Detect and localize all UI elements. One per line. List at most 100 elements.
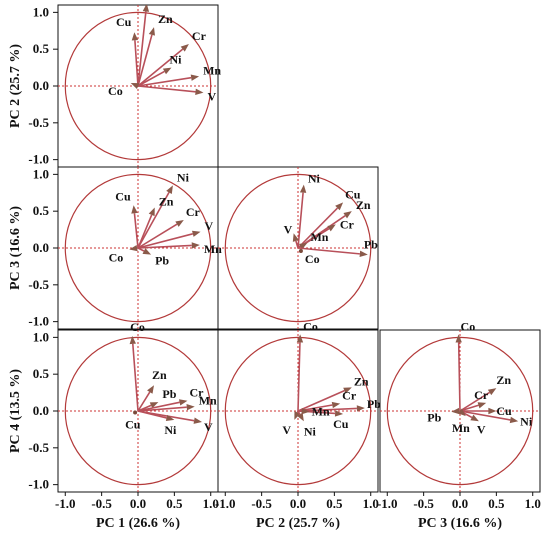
vector-label: V: [204, 420, 213, 434]
loading-vector-v: [292, 233, 299, 249]
vector-label: Mn: [203, 63, 221, 77]
vector-label: Cu: [125, 417, 141, 431]
vector-arrowhead: [131, 32, 139, 41]
loading-vector-ni: [137, 67, 172, 87]
vector-arrowhead: [129, 335, 136, 345]
x-tick-label: -1.0: [377, 496, 398, 511]
vector-arrowhead: [299, 184, 307, 193]
loading-vector-cr: [137, 399, 188, 412]
vector-shaft: [137, 391, 151, 412]
vector-arrowhead: [142, 248, 152, 255]
vector-arrowhead: [477, 402, 487, 409]
vector-shaft: [137, 85, 196, 93]
vector-shaft: [137, 214, 153, 249]
y-tick-label: -1.0: [28, 477, 49, 492]
vector-arrowhead: [457, 408, 466, 417]
x-tick-label: -0.5: [91, 496, 112, 511]
y-tick-label: 0.5: [33, 366, 50, 381]
y-tick-label: 0.5: [33, 41, 50, 56]
vector-arrowhead: [487, 388, 497, 396]
vector-label: Ni: [177, 170, 190, 184]
vector-arrowhead: [343, 211, 352, 219]
vector-arrowhead: [147, 385, 154, 394]
vector-arrowhead: [149, 402, 159, 409]
vector-label: Cr: [342, 389, 357, 403]
loading-vector-ni: [297, 184, 307, 249]
vector-shaft: [137, 76, 192, 87]
vector-shaft: [137, 192, 170, 249]
y-tick-label: -1.0: [28, 314, 49, 329]
vector-arrowhead: [191, 230, 201, 237]
loading-vector-co: [129, 335, 139, 412]
vector-label: Pb: [149, 0, 163, 3]
x-tick-label: 0.0: [290, 496, 306, 511]
vector-label: V: [282, 423, 291, 437]
vector-shaft: [297, 407, 357, 412]
loading-vector-pb: [137, 247, 152, 255]
vector-arrowhead: [162, 67, 172, 75]
loading-vector-zn: [137, 385, 154, 412]
panel-plot-area: [58, 5, 218, 167]
vector-label: Mn: [199, 394, 217, 408]
vector-label: Ni: [304, 424, 317, 438]
vector-label: Cr: [192, 29, 207, 43]
vector-label: Zn: [158, 12, 173, 26]
y-tick-label: 1.0: [33, 329, 49, 344]
vector-shaft: [137, 406, 187, 412]
vector-arrowhead: [359, 250, 368, 258]
loading-vector-co: [129, 244, 139, 252]
vector-label: Co: [305, 252, 320, 266]
vector-label: Ni: [169, 53, 182, 67]
vector-label: V: [284, 222, 293, 236]
panel-layer: PbCuZnCrNiMnVCoNiCuZnCrVMnPbCoNiCuZnCrVM…: [57, 0, 541, 493]
vector-shaft: [137, 34, 153, 87]
vector-shaft: [137, 233, 194, 249]
vector-shaft: [295, 240, 299, 249]
vector-arrowhead: [470, 414, 479, 422]
vector-arrowhead: [142, 5, 150, 12]
x-axis-label: PC 2 (25.7 %): [256, 516, 340, 531]
vector-arrowhead: [298, 242, 308, 250]
y-tick-label: 0.0: [33, 78, 49, 93]
loading-vector-co: [298, 248, 303, 253]
vector-shaft: [137, 48, 184, 87]
y-tick-label: -1.0: [28, 152, 49, 167]
y-tick-label: 1.0: [33, 166, 49, 181]
loading-vector-cu: [131, 32, 139, 87]
vector-label: Cr: [474, 388, 489, 402]
vector-point: [298, 248, 303, 253]
loading-vector-cu: [133, 410, 138, 415]
y-axis-label: PC 2 (25.7 %): [8, 44, 23, 128]
loading-vector-ni: [137, 185, 173, 249]
vector-label: Ni: [164, 423, 177, 437]
y-tick-label: -0.5: [28, 115, 49, 130]
vector-arrowhead: [180, 44, 189, 52]
vector-arrowhead: [191, 242, 200, 249]
loading-vector-co: [130, 83, 140, 90]
loading-vector-cr: [137, 220, 184, 249]
vector-shaft: [297, 389, 345, 412]
vector-label: V: [207, 90, 216, 104]
vector-label: Cr: [186, 205, 201, 219]
vector-label: Pb: [162, 387, 176, 401]
vector-label: V: [477, 422, 486, 436]
vector-label: Ni: [308, 172, 321, 186]
vector-shaft: [137, 223, 178, 249]
x-tick-label: 0.5: [326, 496, 343, 511]
loading-vector-pb: [137, 5, 150, 87]
loading-vector-mn: [137, 242, 200, 249]
loading-vector-co: [455, 334, 462, 412]
x-tick-label: -0.5: [251, 496, 272, 511]
vector-arrowhead: [193, 417, 202, 424]
vector-arrowhead: [186, 404, 195, 411]
panel-plot-area: [58, 167, 218, 329]
vector-arrowhead: [356, 405, 365, 412]
x-tick-label: 0.5: [166, 496, 183, 511]
vector-label: Cu: [116, 15, 132, 29]
vector-label: Cu: [115, 189, 131, 203]
vector-point: [133, 410, 138, 415]
loading-vector-cu: [297, 202, 344, 249]
vector-label: Pb: [364, 238, 378, 252]
x-tick-label: 0.0: [130, 496, 146, 511]
